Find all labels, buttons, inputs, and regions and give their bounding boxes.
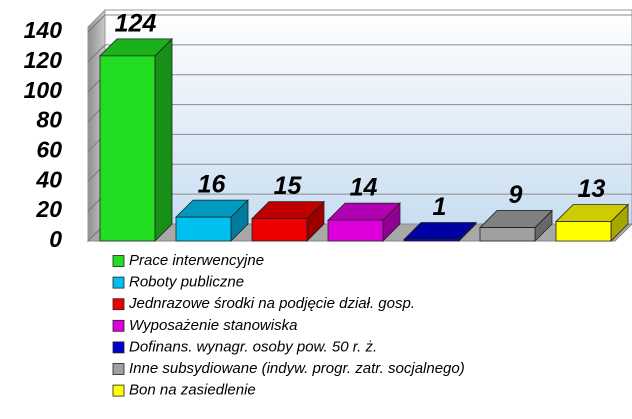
legend-label: Inne subsydiowane (indyw. progr. zatr. s… — [129, 360, 465, 377]
y-tick-label: 120 — [24, 47, 63, 73]
legend-label: Jednrazowe środki na podjęcie dział. gos… — [128, 295, 415, 312]
legend-swatch — [112, 276, 125, 289]
bar-front — [403, 239, 460, 242]
value-label: 14 — [350, 174, 378, 202]
bar-front — [251, 218, 308, 242]
value-label: 15 — [274, 172, 303, 200]
bar-front — [555, 221, 612, 242]
legend-label: Bon na zasiedlenie — [129, 382, 256, 399]
bar — [555, 203, 629, 242]
value-label: 9 — [509, 181, 523, 209]
grid-line-side — [87, 14, 106, 33]
legend-label: Prace interwencyjne — [129, 252, 264, 269]
legend-label: Roboty publiczne — [129, 274, 244, 291]
y-tick-label: 60 — [36, 137, 62, 163]
y-tick-label: 20 — [35, 196, 62, 222]
bar — [403, 221, 477, 242]
bar — [99, 37, 173, 242]
legend-label: Wyposażenie stanowiska — [129, 317, 297, 334]
y-tick-label: 40 — [35, 166, 62, 192]
legend-label: Dofinans. wynagr. osoby pow. 50 r. ż. — [129, 338, 377, 355]
bar-front — [327, 219, 384, 242]
y-tick-label: 80 — [36, 107, 62, 133]
legend-swatch — [112, 363, 125, 375]
bar-front — [99, 55, 156, 242]
y-tick-label: 0 — [49, 226, 62, 252]
bar-front — [479, 227, 536, 242]
value-label: 1 — [433, 193, 447, 221]
y-tick-label: 140 — [24, 17, 63, 43]
value-label: 124 — [115, 9, 157, 37]
bar-side — [154, 37, 173, 242]
bar — [175, 199, 249, 242]
legend-swatch — [112, 255, 125, 267]
grid-line-side — [87, 44, 106, 63]
bar — [327, 202, 401, 242]
legend-swatch — [112, 319, 125, 332]
legend-swatch — [112, 298, 125, 311]
y-tick-label: 100 — [24, 77, 63, 103]
value-label: 16 — [198, 171, 227, 199]
legend-swatch — [112, 384, 125, 397]
bar — [479, 209, 553, 242]
legend-swatch — [112, 341, 125, 354]
bar-front — [175, 216, 232, 242]
value-label: 13 — [578, 175, 606, 203]
bar — [251, 200, 325, 242]
